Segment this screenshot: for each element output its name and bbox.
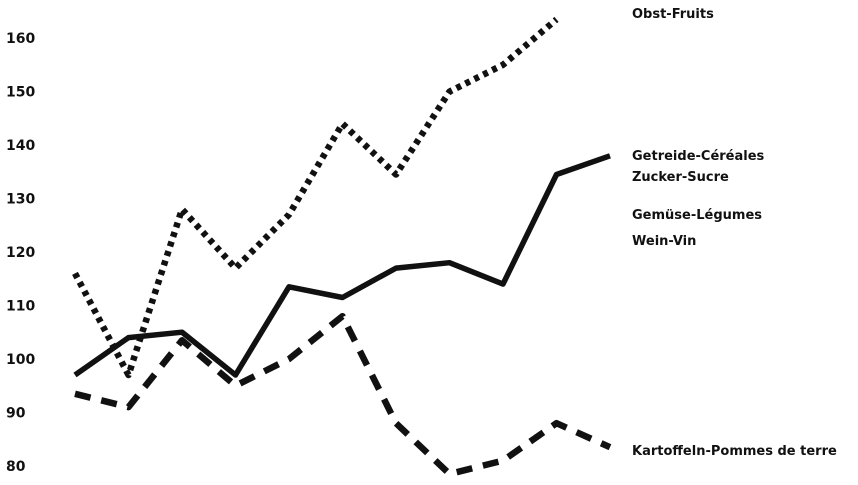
series-label: Zucker-Sucre — [632, 170, 729, 185]
y-tick-label: 130 — [6, 192, 35, 208]
y-tick-label: 160 — [6, 31, 35, 47]
y-tick-label: 90 — [6, 405, 26, 421]
y-tick-label: 110 — [6, 299, 35, 315]
series-label: Obst-Fruits — [632, 7, 714, 22]
y-tick-label: 80 — [6, 459, 26, 475]
y-tick-label: 140 — [6, 138, 35, 154]
y-axis-ticks: 80 90 100 110 120 130 140 150 160 — [6, 31, 35, 475]
y-tick-label: 100 — [6, 352, 35, 368]
series-label: Getreide-Céréales — [632, 149, 765, 164]
series-line — [72, 16, 559, 379]
series-label: Wein-Vin — [632, 234, 696, 249]
series-lines — [72, 16, 612, 478]
series-label: Gemüse-Légumes — [632, 208, 762, 223]
y-tick-label: 150 — [6, 85, 35, 101]
legend-labels: Obst-Fruits Getreide-Céréales Zucker-Sucre… — [632, 7, 837, 459]
y-tick-label: 120 — [6, 245, 35, 261]
series-label: Kartoffeln-Pommes de terre — [632, 444, 837, 459]
series-line — [74, 312, 612, 478]
series-line — [73, 153, 611, 378]
